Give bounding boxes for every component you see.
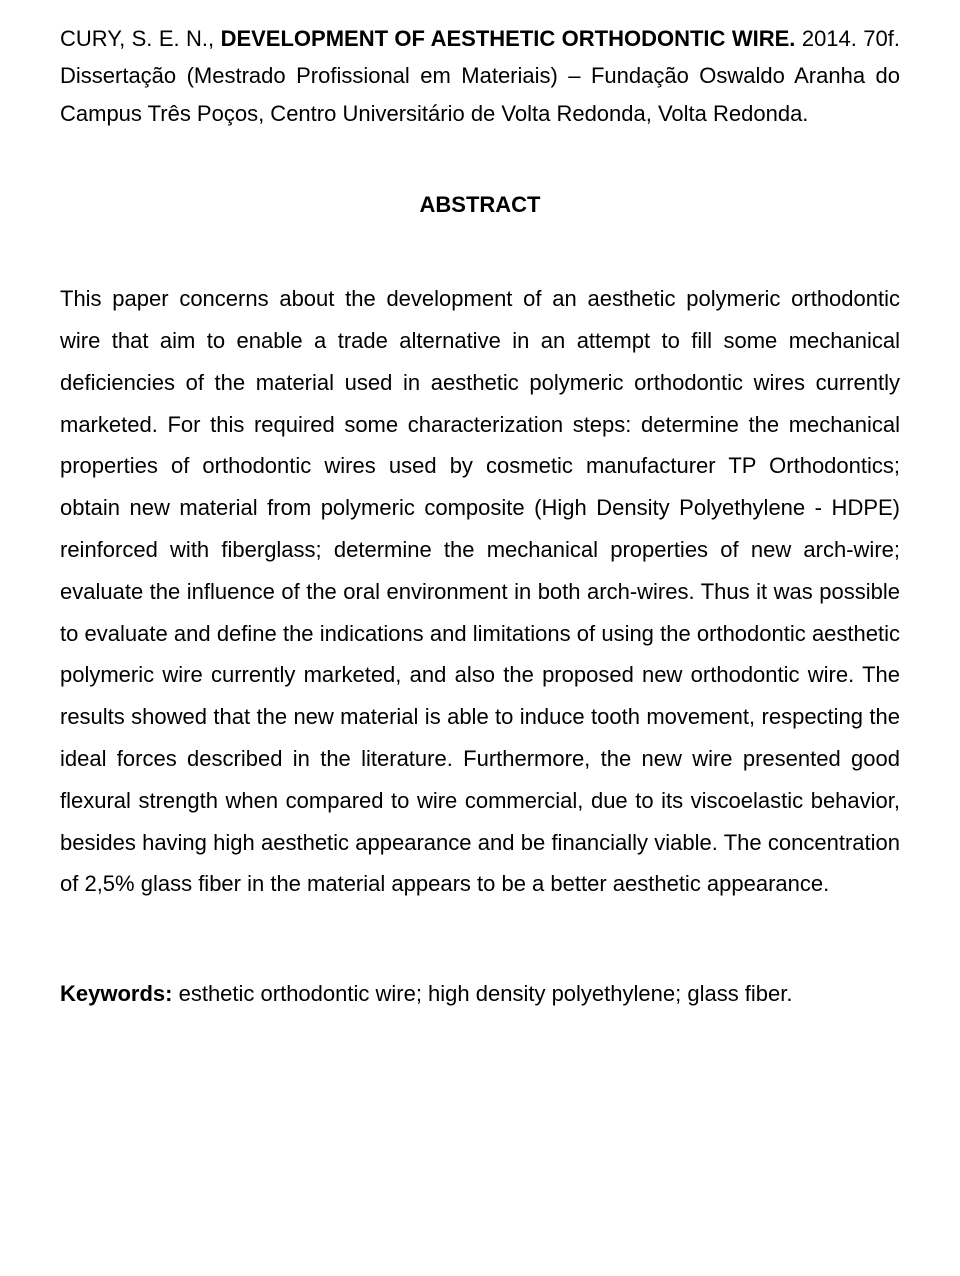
abstract-heading: ABSTRACT — [60, 192, 900, 218]
citation-block: CURY, S. E. N., DEVELOPMENT OF AESTHETIC… — [60, 20, 900, 132]
abstract-body: This paper concerns about the developmen… — [60, 278, 900, 905]
keywords-text: esthetic orthodontic wire; high density … — [179, 981, 793, 1006]
keywords-line: Keywords: esthetic orthodontic wire; hig… — [60, 975, 900, 1012]
citation-title: DEVELOPMENT OF AESTHETIC ORTHODONTIC WIR… — [221, 26, 802, 51]
citation-author: CURY, S. E. N., — [60, 26, 221, 51]
keywords-label: Keywords: — [60, 981, 179, 1006]
